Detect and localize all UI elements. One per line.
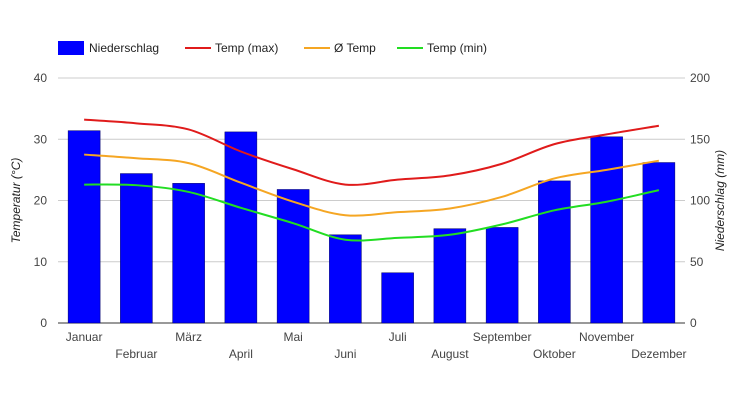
right-axis-ticks: 0 50 100 150 200 xyxy=(690,71,710,330)
precipitation-bar xyxy=(224,131,258,324)
precipitation-bar xyxy=(381,272,414,324)
precipitation-bar xyxy=(329,234,362,324)
month-label: August xyxy=(431,347,469,361)
right-axis-title: Niederschlag (mm) xyxy=(713,150,727,251)
month-label: März xyxy=(175,330,202,344)
left-axis-tick-label: 0 xyxy=(40,316,47,330)
precipitation-bar xyxy=(67,130,101,324)
precipitation-bar xyxy=(120,173,153,324)
right-axis-tick-label: 200 xyxy=(690,71,710,85)
precipitation-bar xyxy=(485,227,519,324)
month-label: Februar xyxy=(115,347,157,361)
legend-label-precipitation: Niederschlag xyxy=(89,41,159,55)
month-label: November xyxy=(579,330,634,344)
precipitation-bar xyxy=(276,189,310,324)
left-axis-ticks: 0 10 20 30 40 xyxy=(34,71,48,330)
legend-label-temp-max: Temp (max) xyxy=(215,41,278,55)
month-label: Mai xyxy=(283,330,302,344)
left-axis-title: Temperatur (°C) xyxy=(9,158,23,244)
month-label: Dezember xyxy=(631,347,686,361)
precipitation-bar xyxy=(590,136,623,324)
month-labels: Januar Februar März April Mai Juni Juli August S… xyxy=(66,330,687,361)
month-label: April xyxy=(229,347,253,361)
legend-label-temp-avg: Ø Temp xyxy=(334,41,376,55)
legend-swatch-precipitation xyxy=(58,41,84,55)
legend: Niederschlag Temp (max) Ø Temp Temp (min) xyxy=(58,41,487,55)
temperature-lines xyxy=(84,118,660,242)
month-label: Juni xyxy=(334,347,356,361)
precipitation-bar xyxy=(172,183,205,324)
temp-min-line xyxy=(84,183,660,242)
right-axis-tick-label: 0 xyxy=(690,316,697,330)
precipitation-bar xyxy=(538,180,571,324)
right-axis-tick-label: 50 xyxy=(690,255,704,269)
right-axis-tick-label: 150 xyxy=(690,132,710,146)
left-axis-tick-label: 20 xyxy=(34,194,48,208)
left-axis-tick-label: 40 xyxy=(34,71,48,85)
left-axis-tick-label: 10 xyxy=(34,255,48,269)
month-label: Juli xyxy=(389,330,407,344)
legend-label-temp-min: Temp (min) xyxy=(427,41,487,55)
month-label: Oktober xyxy=(533,347,576,361)
right-axis-tick-label: 100 xyxy=(690,194,710,208)
month-label: Januar xyxy=(66,330,103,344)
precipitation-bar xyxy=(642,162,676,324)
temp-avg-line xyxy=(84,153,660,217)
left-axis-tick-label: 30 xyxy=(34,132,48,146)
temp-max-line xyxy=(84,118,660,186)
precipitation-bar xyxy=(433,228,467,324)
month-label: September xyxy=(473,330,532,344)
